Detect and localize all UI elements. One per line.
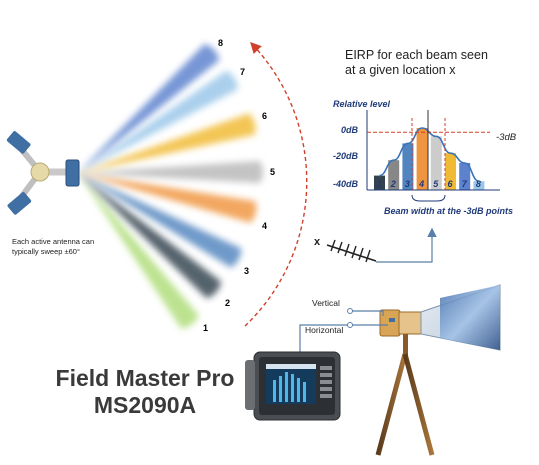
product-model: MS2090A: [93, 392, 197, 418]
analyzer-device-icon: [245, 351, 341, 421]
beam-number: 4: [262, 221, 267, 231]
category-label: 5: [433, 179, 439, 189]
beam-number: 1: [203, 323, 208, 333]
beam-width-bracket: [411, 194, 446, 202]
sweep-note-line-1: Each active antenna can: [12, 237, 94, 246]
sweep-note-line-2: typically sweep ±60°: [12, 247, 80, 256]
category-label: 7: [462, 179, 468, 189]
bar-beam-6: [445, 153, 456, 190]
beam-number: 5: [270, 167, 275, 177]
horizontal-connector: [347, 322, 353, 328]
measurement-antenna-icon: [326, 239, 377, 263]
beam-5: [78, 161, 264, 183]
beam-7: [78, 70, 238, 173]
ytick-label: 0dB: [341, 125, 359, 135]
beam-3: [78, 173, 242, 268]
beam-4: [78, 173, 257, 223]
horizontal-label: Horizontal: [305, 325, 343, 335]
horn-antenna-icon: [379, 284, 501, 351]
category-label: 8: [476, 179, 481, 189]
location-label: x: [314, 236, 321, 248]
beam-number: 8: [218, 38, 223, 48]
link-arrow: [376, 227, 437, 263]
bar-beam-4: [416, 128, 428, 190]
bar-beam-7: [459, 163, 471, 190]
beam-number-labels: 1 2 3 4 5 6 7 8: [203, 38, 275, 333]
threshold-label: -3dB: [496, 132, 517, 143]
sweep-arc: [244, 41, 308, 327]
vertical-label: Vertical: [312, 298, 340, 308]
product-name: Field Master Pro: [55, 365, 235, 391]
bar-beam-2: [388, 160, 400, 190]
eirp-caption-line-2: at a given location x: [345, 63, 456, 77]
ytick-label: -20dB: [333, 151, 359, 161]
horizontal-feed-line: [299, 324, 388, 352]
tripod-icon: [375, 334, 435, 456]
beam-number: 2: [225, 298, 230, 308]
beam-2: [78, 173, 222, 299]
category-label: 1: [377, 179, 382, 189]
bar-beam-8: [473, 181, 485, 190]
chart-ylabel: Relative level: [333, 99, 391, 109]
beam-fan: [78, 43, 264, 329]
bar-beam-3: [402, 143, 414, 190]
ytick-label: -40dB: [333, 179, 359, 189]
bar-beam-5: [430, 136, 442, 190]
beam-number: 7: [240, 67, 245, 77]
beam-number: 6: [262, 111, 267, 121]
bar-beam-1: [374, 175, 385, 190]
beam-6: [78, 113, 256, 173]
category-label: 6: [448, 179, 454, 189]
eirp-caption-line-1: EIRP for each beam seen: [345, 48, 488, 62]
beam-1: [78, 173, 199, 329]
category-label: 3: [405, 179, 410, 189]
vertical-feed-line: [350, 310, 384, 316]
base-station-antenna-icon: [6, 131, 80, 215]
vertical-connector: [347, 308, 353, 314]
chart-footnote: Beam width at the -3dB points: [384, 206, 513, 216]
category-label: 4: [418, 179, 424, 189]
beam-number: 3: [244, 266, 249, 276]
category-label: 2: [390, 179, 396, 189]
beam-8: [78, 43, 220, 173]
